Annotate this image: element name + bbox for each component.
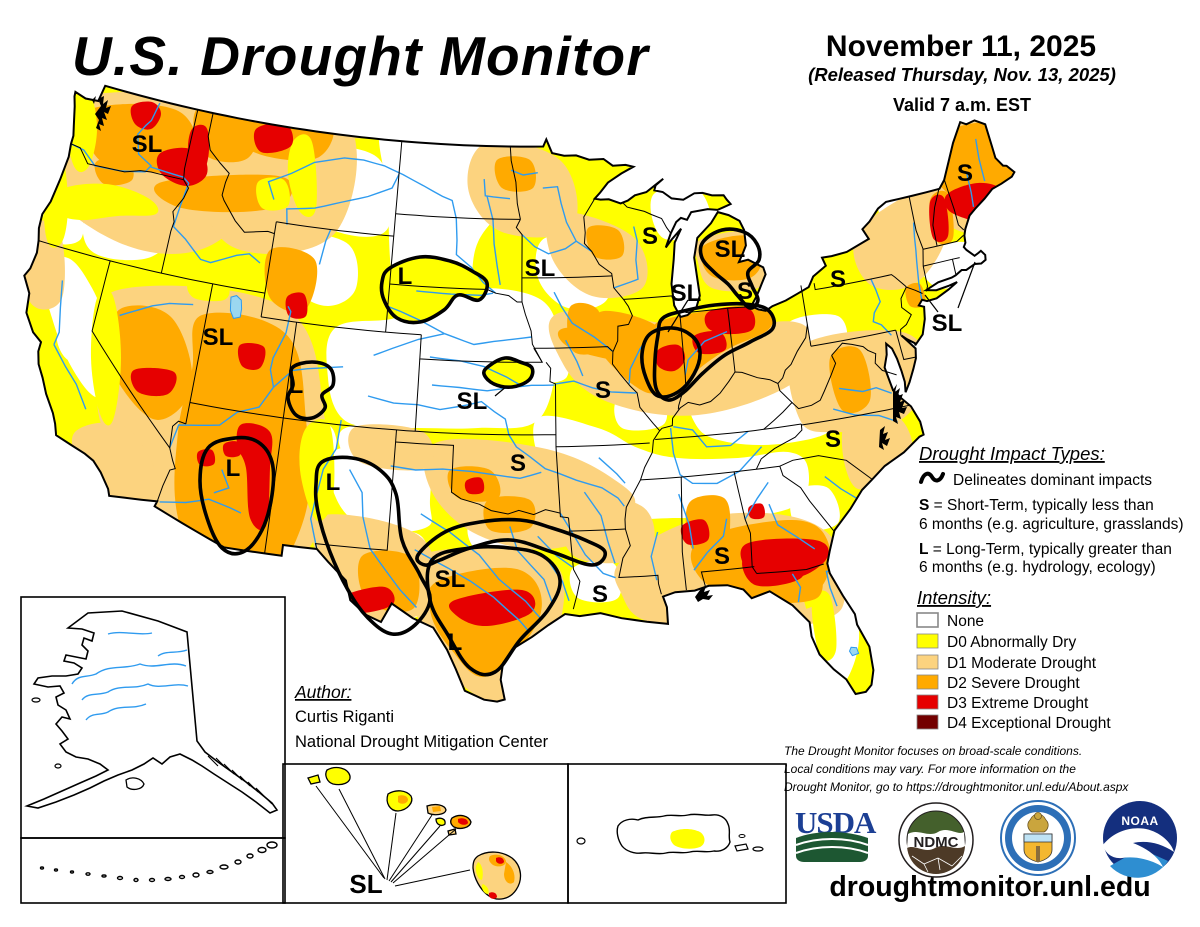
- svg-text:D1 Moderate Drought: D1 Moderate Drought: [947, 655, 1097, 672]
- svg-text:L: L: [448, 629, 463, 656]
- svg-text:D0 Abnormally Dry: D0 Abnormally Dry: [947, 634, 1076, 651]
- svg-text:SL: SL: [349, 869, 382, 899]
- svg-text:The Drought Monitor focuses on: The Drought Monitor focuses on broad-sca…: [784, 744, 1082, 758]
- svg-text:SL: SL: [132, 131, 163, 158]
- svg-text:L: L: [326, 469, 341, 496]
- svg-text:National Drought Mitigation Ce: National Drought Mitigation Center: [295, 733, 549, 751]
- svg-text:L: L: [289, 372, 304, 399]
- svg-text:(Released Thursday, Nov. 13, 2: (Released Thursday, Nov. 13, 2025): [808, 64, 1116, 85]
- svg-text:S: S: [595, 377, 611, 404]
- svg-text:S: S: [592, 581, 608, 608]
- svg-text:SL: SL: [671, 280, 702, 307]
- svg-text:U.S. Drought Monitor: U.S. Drought Monitor: [72, 25, 650, 87]
- svg-text:L = Long-Term, typically great: L = Long-Term, typically greater than: [919, 541, 1172, 558]
- svg-text:S = Short-Term, typically less: S = Short-Term, typically less than: [919, 497, 1154, 514]
- svg-text:droughtmonitor.unl.edu: droughtmonitor.unl.edu: [829, 871, 1150, 903]
- svg-text:SL: SL: [715, 236, 746, 263]
- svg-text:SL: SL: [435, 566, 466, 593]
- svg-text:SL: SL: [525, 255, 556, 282]
- svg-text:S: S: [642, 223, 658, 250]
- svg-text:Curtis Riganti: Curtis Riganti: [295, 708, 394, 726]
- svg-text:None: None: [947, 613, 984, 630]
- svg-text:S: S: [714, 543, 730, 570]
- svg-text:November 11, 2025: November 11, 2025: [826, 30, 1096, 63]
- svg-text:D2 Severe Drought: D2 Severe Drought: [947, 675, 1080, 692]
- svg-text:L: L: [398, 263, 413, 290]
- svg-text:SL: SL: [457, 388, 488, 415]
- svg-text:D3 Extreme Drought: D3 Extreme Drought: [947, 695, 1089, 712]
- svg-text:6 months (e.g. agriculture, gr: 6 months (e.g. agriculture, grasslands): [919, 516, 1183, 533]
- svg-text:SL: SL: [932, 310, 963, 337]
- svg-text:S: S: [737, 278, 753, 305]
- svg-text:NDMC: NDMC: [914, 834, 959, 851]
- svg-text:Local conditions may vary. For: Local conditions may vary. For more info…: [784, 762, 1076, 776]
- svg-text:Delineates dominant impacts: Delineates dominant impacts: [953, 472, 1152, 489]
- svg-text:Intensity:: Intensity:: [917, 587, 991, 608]
- svg-text:S: S: [825, 426, 841, 453]
- svg-text:S: S: [957, 160, 973, 187]
- svg-text:6 months (e.g. hydrology, ecol: 6 months (e.g. hydrology, ecology): [919, 559, 1156, 576]
- svg-text:S: S: [510, 450, 526, 477]
- svg-text:Author:: Author:: [294, 682, 352, 702]
- svg-text:SL: SL: [203, 324, 234, 351]
- svg-text:S: S: [830, 266, 846, 293]
- svg-text:Valid 7 a.m. EST: Valid 7 a.m. EST: [893, 95, 1031, 115]
- svg-text:Drought Monitor, go to https:/: Drought Monitor, go to https://droughtmo…: [784, 780, 1129, 794]
- svg-text:Drought Impact Types:: Drought Impact Types:: [919, 443, 1105, 464]
- svg-text:NOAA: NOAA: [1121, 814, 1158, 828]
- svg-text:D4 Exceptional Drought: D4 Exceptional Drought: [947, 715, 1111, 732]
- svg-text:L: L: [226, 455, 241, 482]
